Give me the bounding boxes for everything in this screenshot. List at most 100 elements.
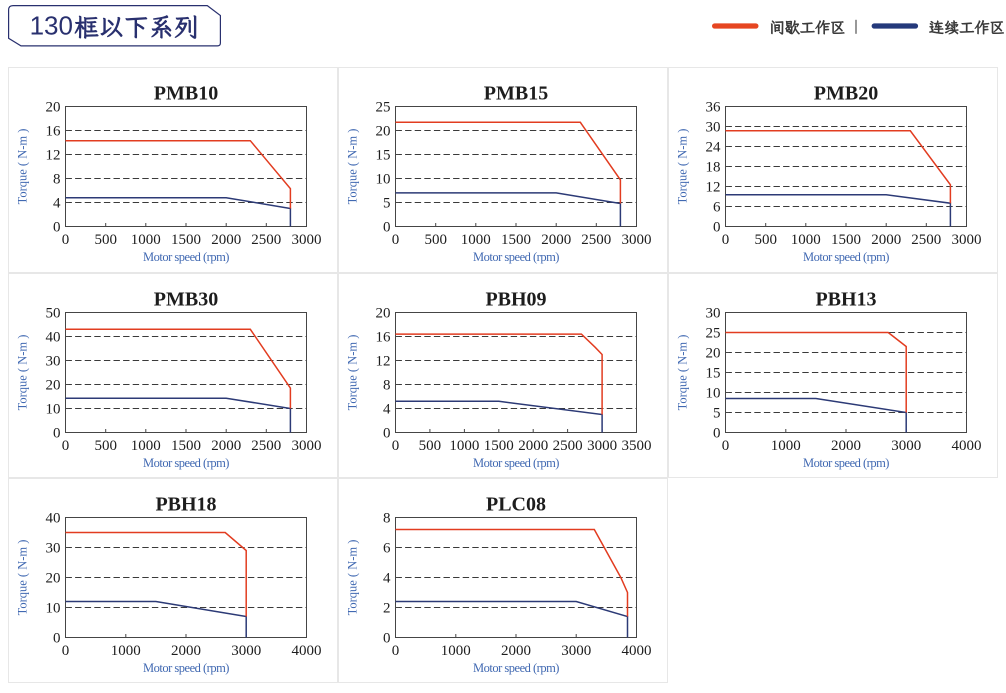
svg-text:Torque ( N-m ): Torque ( N-m ) (346, 335, 360, 411)
svg-text:30: 30 (706, 120, 721, 136)
svg-text:30: 30 (46, 541, 61, 557)
svg-text:25: 25 (376, 100, 391, 116)
svg-text:4000: 4000 (292, 643, 322, 659)
svg-text:0: 0 (53, 631, 61, 647)
svg-text:1000: 1000 (131, 438, 161, 454)
svg-text:0: 0 (392, 438, 400, 454)
svg-text:5: 5 (713, 406, 721, 422)
svg-text:0: 0 (53, 426, 61, 442)
svg-text:10: 10 (46, 402, 61, 418)
svg-text:Torque ( N-m ): Torque ( N-m ) (16, 335, 30, 411)
svg-text:1000: 1000 (131, 232, 161, 248)
svg-text:Motor speed (rpm): Motor speed (rpm) (143, 661, 229, 675)
svg-text:2000: 2000 (831, 438, 861, 454)
svg-text:24: 24 (706, 140, 722, 156)
svg-text:3000: 3000 (292, 232, 322, 248)
svg-text:500: 500 (424, 232, 447, 248)
svg-text:2000: 2000 (211, 232, 241, 248)
svg-text:3000: 3000 (622, 232, 652, 248)
svg-text:PBH18: PBH18 (155, 494, 216, 516)
svg-text:36: 36 (706, 100, 722, 116)
svg-text:16: 16 (46, 124, 62, 140)
svg-text:6: 6 (383, 541, 391, 557)
svg-text:20: 20 (376, 306, 391, 322)
svg-text:0: 0 (62, 438, 70, 454)
svg-text:4: 4 (53, 196, 61, 212)
svg-text:Torque ( N-m ): Torque ( N-m ) (676, 335, 690, 411)
svg-text:Motor speed (rpm): Motor speed (rpm) (473, 661, 559, 675)
svg-text:1000: 1000 (461, 232, 491, 248)
svg-text:2500: 2500 (581, 232, 611, 248)
svg-text:Motor speed (rpm): Motor speed (rpm) (473, 250, 559, 264)
svg-text:3000: 3000 (231, 643, 261, 659)
svg-text:Torque ( N-m ): Torque ( N-m ) (346, 129, 360, 205)
svg-text:2500: 2500 (251, 232, 281, 248)
svg-text:3000: 3000 (587, 438, 617, 454)
svg-text:Torque ( N-m ): Torque ( N-m ) (676, 129, 690, 205)
svg-text:12: 12 (376, 354, 391, 370)
svg-text:20: 20 (46, 100, 61, 116)
svg-text:Motor speed (rpm): Motor speed (rpm) (143, 250, 229, 264)
svg-text:30: 30 (46, 354, 61, 370)
svg-text:2500: 2500 (251, 438, 281, 454)
svg-text:Motor speed (rpm): Motor speed (rpm) (143, 456, 229, 470)
svg-text:1000: 1000 (111, 643, 141, 659)
svg-text:50: 50 (46, 306, 61, 322)
svg-text:0: 0 (392, 232, 400, 248)
svg-text:1000: 1000 (771, 438, 801, 454)
svg-text:2000: 2000 (171, 643, 201, 659)
svg-text:1000: 1000 (449, 438, 479, 454)
svg-text:20: 20 (376, 124, 391, 140)
svg-text:20: 20 (706, 346, 721, 362)
svg-text:8: 8 (383, 378, 391, 394)
svg-text:0: 0 (713, 220, 721, 236)
svg-text:15: 15 (376, 148, 391, 164)
svg-text:4: 4 (383, 571, 391, 587)
svg-text:PBH09: PBH09 (485, 289, 546, 311)
svg-text:0: 0 (722, 438, 730, 454)
svg-text:PBH13: PBH13 (815, 289, 876, 311)
svg-text:1000: 1000 (441, 643, 471, 659)
svg-text:1500: 1500 (831, 232, 861, 248)
svg-text:2500: 2500 (553, 438, 583, 454)
svg-text:12: 12 (706, 180, 721, 196)
svg-text:8: 8 (383, 511, 391, 527)
svg-text:Torque ( N-m ): Torque ( N-m ) (16, 129, 30, 205)
svg-text:PMB10: PMB10 (154, 83, 218, 105)
svg-text:PLC08: PLC08 (486, 494, 546, 516)
svg-text:10: 10 (46, 601, 61, 617)
svg-text:6: 6 (713, 200, 721, 216)
svg-text:10: 10 (376, 172, 391, 188)
svg-text:16: 16 (376, 330, 392, 346)
svg-text:1000: 1000 (791, 232, 821, 248)
svg-text:4000: 4000 (952, 438, 982, 454)
svg-text:12: 12 (46, 148, 61, 164)
svg-text:130: 130 (30, 10, 73, 40)
svg-text:3500: 3500 (622, 438, 652, 454)
svg-text:Motor speed (rpm): Motor speed (rpm) (803, 456, 889, 470)
svg-text:5: 5 (383, 196, 391, 212)
svg-text:0: 0 (62, 643, 70, 659)
svg-text:20: 20 (46, 378, 61, 394)
svg-text:3000: 3000 (891, 438, 921, 454)
svg-text:0: 0 (383, 631, 391, 647)
svg-text:3000: 3000 (292, 438, 322, 454)
svg-text:3000: 3000 (561, 643, 591, 659)
svg-text:4000: 4000 (622, 643, 652, 659)
svg-text:0: 0 (383, 220, 391, 236)
svg-text:2000: 2000 (541, 232, 571, 248)
svg-text:Motor speed (rpm): Motor speed (rpm) (803, 250, 889, 264)
svg-text:10: 10 (706, 386, 721, 402)
svg-text:1500: 1500 (171, 232, 201, 248)
svg-text:1500: 1500 (484, 438, 514, 454)
svg-text:4: 4 (383, 402, 391, 418)
svg-text:30: 30 (706, 306, 721, 322)
svg-text:15: 15 (706, 366, 721, 382)
svg-text:500: 500 (94, 232, 117, 248)
svg-text:PMB15: PMB15 (484, 83, 548, 105)
svg-text:2000: 2000 (211, 438, 241, 454)
svg-text:Torque ( N-m ): Torque ( N-m ) (346, 540, 360, 616)
svg-text:18: 18 (706, 160, 721, 176)
svg-text:3000: 3000 (952, 232, 982, 248)
svg-text:0: 0 (722, 232, 730, 248)
